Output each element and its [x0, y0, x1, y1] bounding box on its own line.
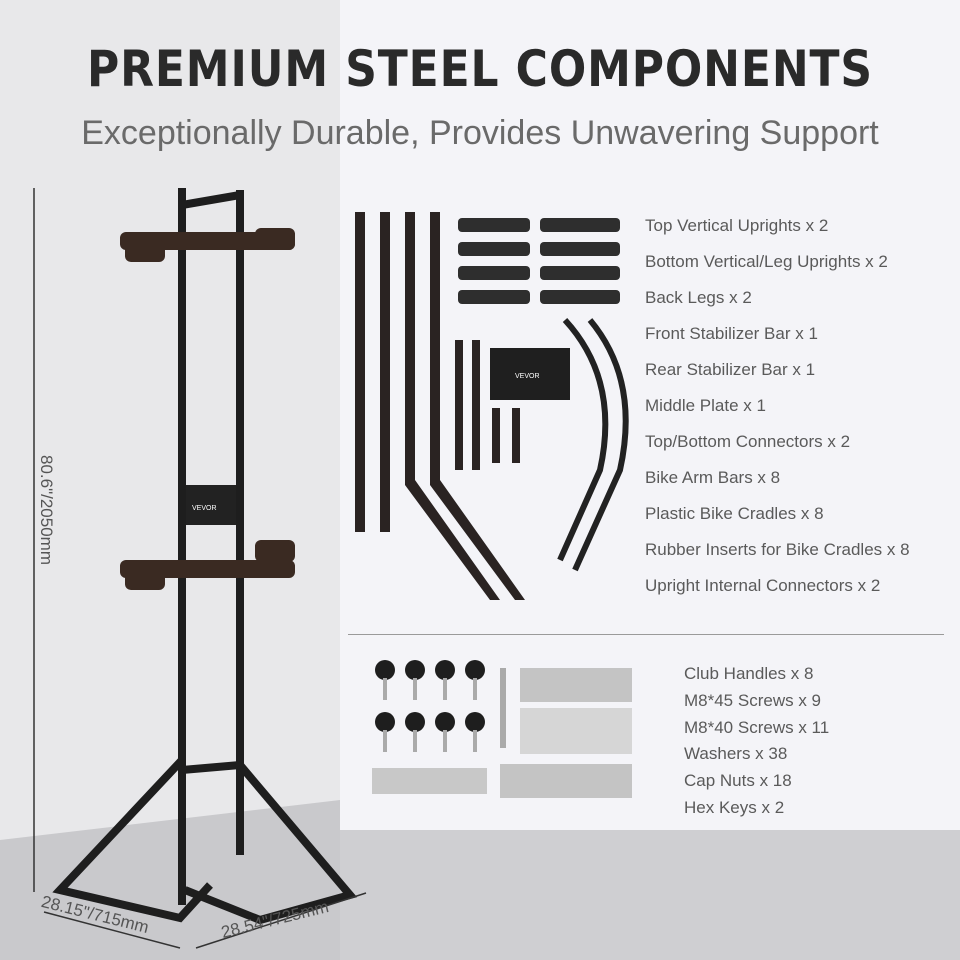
- list-item: Washers x 38: [684, 744, 788, 764]
- list-item: Bottom Vertical/Leg Uprights x 2: [645, 252, 888, 271]
- list-item: M8*45 Screws x 9: [684, 690, 821, 710]
- page-subtitle: Exceptionally Durable, Provides Unwaveri…: [81, 114, 879, 152]
- list-item: Rear Stabilizer Bar x 1: [645, 360, 816, 379]
- list-item: Club Handles x 8: [684, 664, 814, 683]
- wall: [0, 0, 340, 960]
- list-item: Front Stabilizer Bar x 1: [645, 324, 818, 343]
- brand-plate-label: VEVOR: [192, 505, 217, 512]
- main-parts-list: Top Vertical Uprights x 2 Bottom Vertica…: [645, 208, 910, 604]
- floor-right: [340, 800, 960, 960]
- height-dimension: 80.6"/2050mm: [37, 455, 56, 565]
- list-item: Top Vertical Uprights x 2: [645, 216, 829, 235]
- svg-text:VEVOR: VEVOR: [515, 373, 540, 380]
- parts-illustration: VEVOR: [355, 212, 629, 600]
- list-item: Hex Keys x 2: [684, 797, 785, 817]
- list-item: M8*40 Screws x 11: [684, 717, 830, 737]
- list-item: Middle Plate x 1: [645, 396, 766, 415]
- hardware-illustration: [372, 660, 632, 798]
- list-item: Plastic Bike Cradles x 8: [645, 504, 824, 523]
- bike-arms: [120, 228, 295, 590]
- list-item: Rubber Inserts for Bike Cradles x 8: [645, 540, 910, 559]
- hardware-list: Club Handles x 8 M8*45 Screws x 9 M8*40 …: [684, 661, 829, 822]
- list-item: Upright Internal Connectors x 2: [645, 576, 881, 595]
- list-item: Back Legs x 2: [645, 288, 752, 307]
- dimension-arrows: [33, 188, 367, 949]
- list-item: Cap Nuts x 18: [684, 771, 792, 791]
- list-item: Bike Arm Bars x 8: [645, 468, 781, 487]
- bike-rack: [52, 188, 358, 925]
- page-title: PREMIUM STEEL COMPONENTS: [86, 40, 874, 98]
- list-item: Top/Bottom Connectors x 2: [645, 432, 851, 451]
- divider: [348, 634, 944, 635]
